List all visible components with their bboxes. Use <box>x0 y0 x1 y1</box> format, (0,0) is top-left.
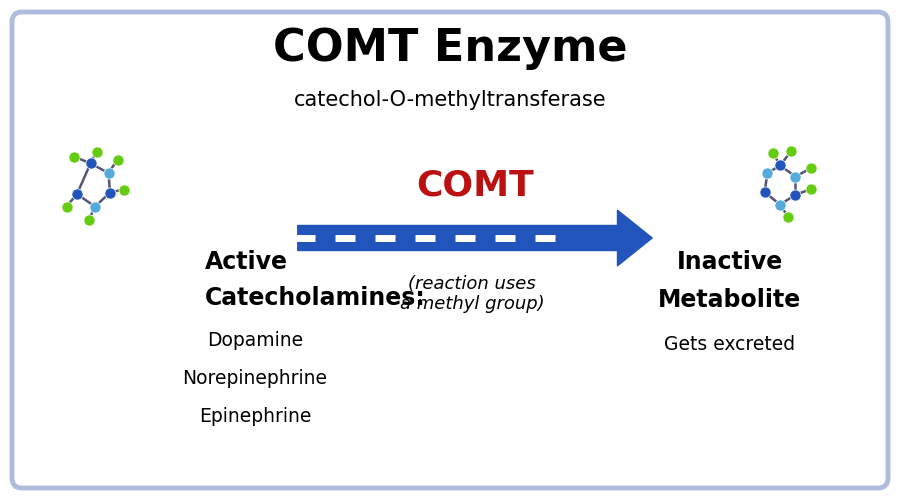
Text: Dopamine: Dopamine <box>207 330 303 349</box>
Text: COMT Enzyme: COMT Enzyme <box>273 26 627 70</box>
Text: Metabolite: Metabolite <box>659 288 802 312</box>
Text: Inactive: Inactive <box>677 250 783 274</box>
Text: (reaction uses
a methyl group): (reaction uses a methyl group) <box>400 274 544 314</box>
FancyBboxPatch shape <box>12 12 888 488</box>
Text: catechol-O-methyltransferase: catechol-O-methyltransferase <box>293 90 607 110</box>
FancyArrowPatch shape <box>298 210 652 266</box>
Text: Active: Active <box>205 250 288 274</box>
Text: Epinephrine: Epinephrine <box>199 406 311 426</box>
Text: COMT: COMT <box>416 168 534 202</box>
Text: Norepinephrine: Norepinephrine <box>183 368 328 388</box>
Text: Gets excreted: Gets excreted <box>664 334 796 353</box>
Text: Catecholamines:: Catecholamines: <box>205 286 426 310</box>
